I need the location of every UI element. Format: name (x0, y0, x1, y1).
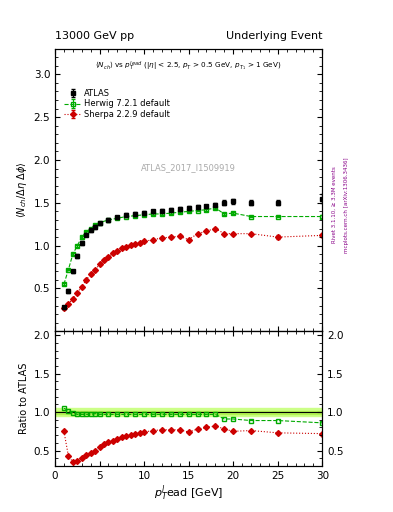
Text: Rivet 3.1.10, ≥ 3.3M events: Rivet 3.1.10, ≥ 3.3M events (332, 166, 337, 243)
X-axis label: $p_T^{l}$ead [GeV]: $p_T^{l}$ead [GeV] (154, 483, 223, 503)
Text: Underlying Event: Underlying Event (226, 31, 322, 41)
Legend: ATLAS, Herwig 7.2.1 default, Sherpa 2.2.9 default: ATLAS, Herwig 7.2.1 default, Sherpa 2.2.… (62, 87, 173, 121)
Text: mcplots.cern.ch [arXiv:1306.3436]: mcplots.cern.ch [arXiv:1306.3436] (344, 157, 349, 252)
Text: $\langle N_{ch}\rangle$ vs $p_T^{lead}$ ($|\eta|$ < 2.5, $p_T$ > 0.5 GeV, $p_{T_: $\langle N_{ch}\rangle$ vs $p_T^{lead}$ … (95, 60, 282, 73)
Y-axis label: Ratio to ATLAS: Ratio to ATLAS (19, 363, 29, 434)
Y-axis label: $\langle N_{ch}/\Delta\eta\ \Delta\phi\rangle$: $\langle N_{ch}/\Delta\eta\ \Delta\phi\r… (15, 162, 29, 219)
Text: 13000 GeV pp: 13000 GeV pp (55, 31, 134, 41)
Text: ATLAS_2017_I1509919: ATLAS_2017_I1509919 (141, 163, 236, 172)
